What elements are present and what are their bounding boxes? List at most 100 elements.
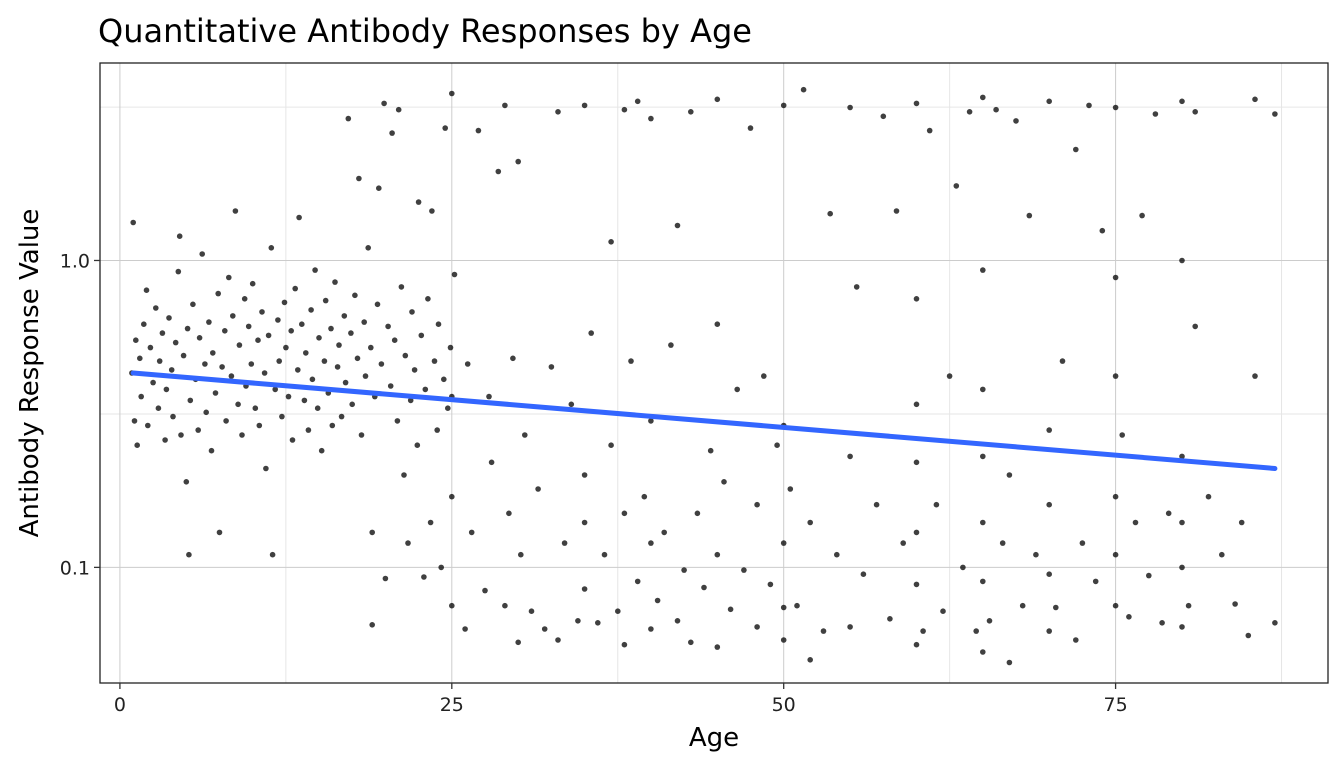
data-point: [133, 337, 139, 344]
data-point: [1179, 257, 1185, 264]
data-point: [1026, 212, 1033, 219]
data-point: [187, 397, 194, 404]
data-point: [239, 432, 245, 438]
y-axis: 0.1 1.0: [60, 250, 100, 579]
data-point: [175, 268, 182, 275]
data-point: [787, 486, 794, 492]
data-point: [156, 358, 163, 364]
data-point: [780, 604, 787, 611]
data-point: [361, 319, 368, 325]
data-point: [391, 337, 398, 344]
data-point: [352, 292, 358, 299]
data-point: [913, 641, 920, 648]
data-point: [285, 393, 292, 400]
data-point: [321, 358, 328, 364]
data-point: [794, 602, 800, 609]
data-point: [621, 641, 628, 648]
data-point: [515, 639, 521, 646]
data-point: [1112, 551, 1119, 558]
y-tick-label-1: 1.0: [60, 250, 90, 272]
data-point: [369, 529, 376, 536]
data-point: [222, 328, 228, 334]
data-point: [1179, 519, 1185, 526]
data-point: [241, 296, 248, 302]
data-point: [873, 501, 880, 508]
data-point: [920, 628, 926, 634]
data-point: [235, 401, 241, 408]
data-point: [946, 373, 953, 379]
data-point: [411, 367, 418, 373]
data-point: [522, 432, 528, 438]
data-point: [980, 453, 986, 460]
data-point: [1179, 624, 1185, 630]
data-point: [421, 574, 427, 580]
data-point: [449, 493, 455, 500]
data-point: [482, 587, 488, 594]
data-point: [245, 323, 252, 330]
data-point: [407, 397, 414, 404]
data-point: [155, 405, 162, 412]
data-point: [358, 432, 365, 438]
data-point: [1179, 564, 1185, 571]
data-point: [447, 344, 454, 351]
data-point: [913, 100, 920, 107]
data-point: [374, 301, 381, 308]
data-point: [401, 472, 407, 478]
data-point: [163, 386, 170, 393]
data-point: [980, 386, 986, 393]
data-point: [449, 602, 455, 609]
data-point: [741, 567, 747, 573]
data-point: [641, 493, 648, 500]
grid-lines: [100, 63, 1328, 683]
data-point: [385, 323, 391, 330]
data-point: [1059, 358, 1066, 364]
data-point: [145, 422, 151, 429]
data-point: [1046, 571, 1052, 577]
data-point: [431, 358, 438, 364]
data-point: [345, 115, 352, 122]
data-point: [153, 305, 159, 311]
data-point: [334, 364, 341, 370]
data-point: [535, 486, 541, 492]
data-point: [1073, 146, 1079, 153]
data-point: [1146, 572, 1152, 579]
data-point: [434, 427, 441, 433]
data-point: [615, 608, 621, 614]
data-point: [1272, 620, 1278, 626]
data-point: [1019, 602, 1026, 609]
data-point: [468, 529, 475, 536]
data-point: [429, 208, 435, 214]
data-point: [162, 437, 168, 443]
data-point: [362, 373, 369, 379]
data-point: [342, 379, 349, 386]
data-point: [1112, 104, 1119, 111]
data-point: [581, 102, 588, 109]
data-point: [807, 657, 813, 663]
plot-panel: [99, 62, 1329, 684]
data-point: [435, 321, 442, 328]
data-point: [1053, 604, 1059, 611]
data-point: [887, 616, 893, 622]
data-point: [913, 459, 920, 466]
data-point: [341, 313, 348, 319]
data-point: [1179, 453, 1185, 460]
data-point: [913, 529, 920, 536]
data-point: [1112, 493, 1119, 500]
data-point: [1086, 102, 1092, 109]
data-point: [621, 106, 628, 113]
data-point: [495, 168, 502, 175]
data-point: [648, 418, 654, 424]
data-point: [1132, 519, 1139, 526]
data-point: [1179, 98, 1185, 105]
data-point: [1013, 118, 1019, 124]
data-point: [199, 251, 205, 257]
data-point: [130, 219, 136, 226]
data-point: [184, 325, 191, 332]
x-axis-title: Age: [689, 723, 739, 753]
data-point: [1219, 551, 1225, 558]
data-points: [129, 86, 1278, 666]
data-point: [292, 285, 299, 292]
data-point: [674, 222, 681, 229]
data-point: [634, 98, 641, 105]
